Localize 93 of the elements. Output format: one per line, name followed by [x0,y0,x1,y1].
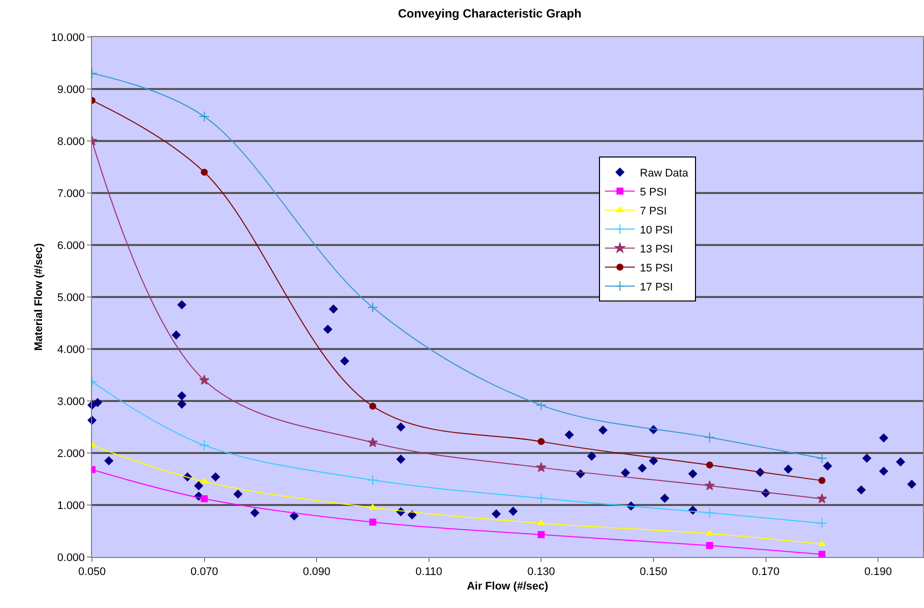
point [234,490,242,498]
legend-label: 17 PSI [640,281,673,294]
point [816,452,828,464]
y-tick-label: 9.000 [57,84,85,96]
x-tick-label: 0.190 [864,566,892,578]
x-axis-title: Air Flow (#/sec) [466,580,548,592]
point [536,492,547,504]
point [879,466,888,476]
point [199,374,210,385]
x-tick-label: 0.130 [527,566,555,578]
point [816,518,828,529]
point [704,432,716,443]
point [323,324,332,334]
point [784,464,793,474]
point [396,454,406,464]
legend-label: Raw Data [640,167,690,180]
point [688,469,698,478]
y-tick-label: 0.000 [57,552,85,564]
y-tick-label: 8.000 [57,136,85,148]
point [396,422,406,432]
legend-label: 7 PSI [640,205,667,218]
y-tick-label: 5.000 [57,292,85,304]
point [879,434,888,442]
point [177,391,186,400]
point [93,398,102,407]
y-axis-title: Material Flow (#/sec) [32,242,45,351]
point [704,480,715,490]
y-tick-label: 3.000 [57,396,85,408]
legend-label: 10 PSI [640,224,673,236]
point [200,168,208,176]
chart-title: Conveying Characteristic Graph [398,6,582,21]
point [369,518,376,526]
legend-label: 13 PSI [640,243,673,256]
point [104,456,114,466]
point [587,452,596,461]
point [340,356,350,366]
point [536,462,546,472]
point [706,530,714,536]
x-tick-label: 0.150 [640,566,668,578]
point [194,481,204,490]
point [200,495,208,502]
x-tick-label: 0.090 [302,566,330,578]
point [290,512,299,520]
point [408,510,416,520]
x-tick-label: 0.050 [78,566,106,578]
point [856,486,866,494]
y-tick-label: 2.000 [57,448,85,460]
point [704,507,716,518]
x-tick-label: 0.110 [416,566,442,578]
point [369,402,376,410]
point [177,400,186,409]
point [638,464,647,472]
legend-label: 5 PSI [640,186,667,198]
point [492,509,501,518]
point [537,520,546,526]
y-tick-label: 4.000 [57,344,85,356]
point [367,474,378,486]
point [538,531,545,538]
point [816,493,828,504]
x-tick-label: 0.170 [752,566,780,578]
point [198,440,210,451]
point [564,430,574,440]
point [508,506,518,516]
point [367,302,378,313]
point [660,494,670,503]
point [818,550,826,557]
point [823,462,832,470]
y-tick-label: 1.000 [57,500,85,512]
point [896,457,905,466]
legend-label: 15 PSI [640,262,673,274]
point [177,300,186,310]
point [706,542,714,550]
point [649,456,658,466]
point [172,330,181,340]
point [706,461,714,468]
point [368,504,377,510]
point [862,454,872,463]
y-tick-label: 6.000 [57,240,85,252]
point [211,472,220,482]
point [818,477,826,484]
point [200,478,208,484]
point [536,400,547,411]
point [538,438,545,446]
point [329,304,338,314]
point [198,111,210,122]
y-tick-label: 10.000 [51,32,85,44]
point [598,426,608,435]
y-tick-label: 7.000 [57,188,85,200]
point [907,480,916,489]
point [250,508,260,518]
point [368,437,378,448]
x-tick-label: 0.070 [190,566,218,578]
point [621,468,630,478]
